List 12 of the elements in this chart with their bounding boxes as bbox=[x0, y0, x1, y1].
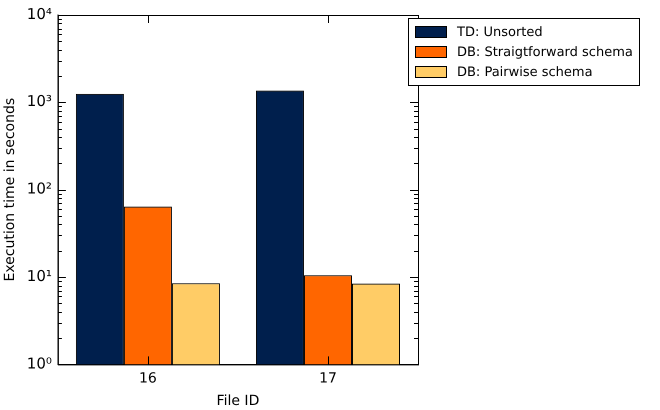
legend-label: DB: Pairwise schema bbox=[457, 64, 593, 80]
y-tick-label: 10⁰ bbox=[26, 354, 52, 372]
x-tick-label: 16 bbox=[139, 370, 157, 386]
legend-label: DB: Straigtforward schema bbox=[457, 44, 633, 60]
y-tick-label: 10¹ bbox=[26, 266, 52, 285]
x-tick-label: 17 bbox=[319, 370, 337, 386]
y-tick-label: 10³ bbox=[26, 92, 52, 110]
y-axis-title: Execution time in seconds bbox=[2, 98, 18, 282]
y-tick-label: 10⁴ bbox=[26, 4, 52, 23]
legend-label: TD: Unsorted bbox=[457, 24, 543, 40]
y-tick-label: 10² bbox=[26, 180, 52, 198]
x-axis-title: File ID bbox=[216, 393, 260, 410]
